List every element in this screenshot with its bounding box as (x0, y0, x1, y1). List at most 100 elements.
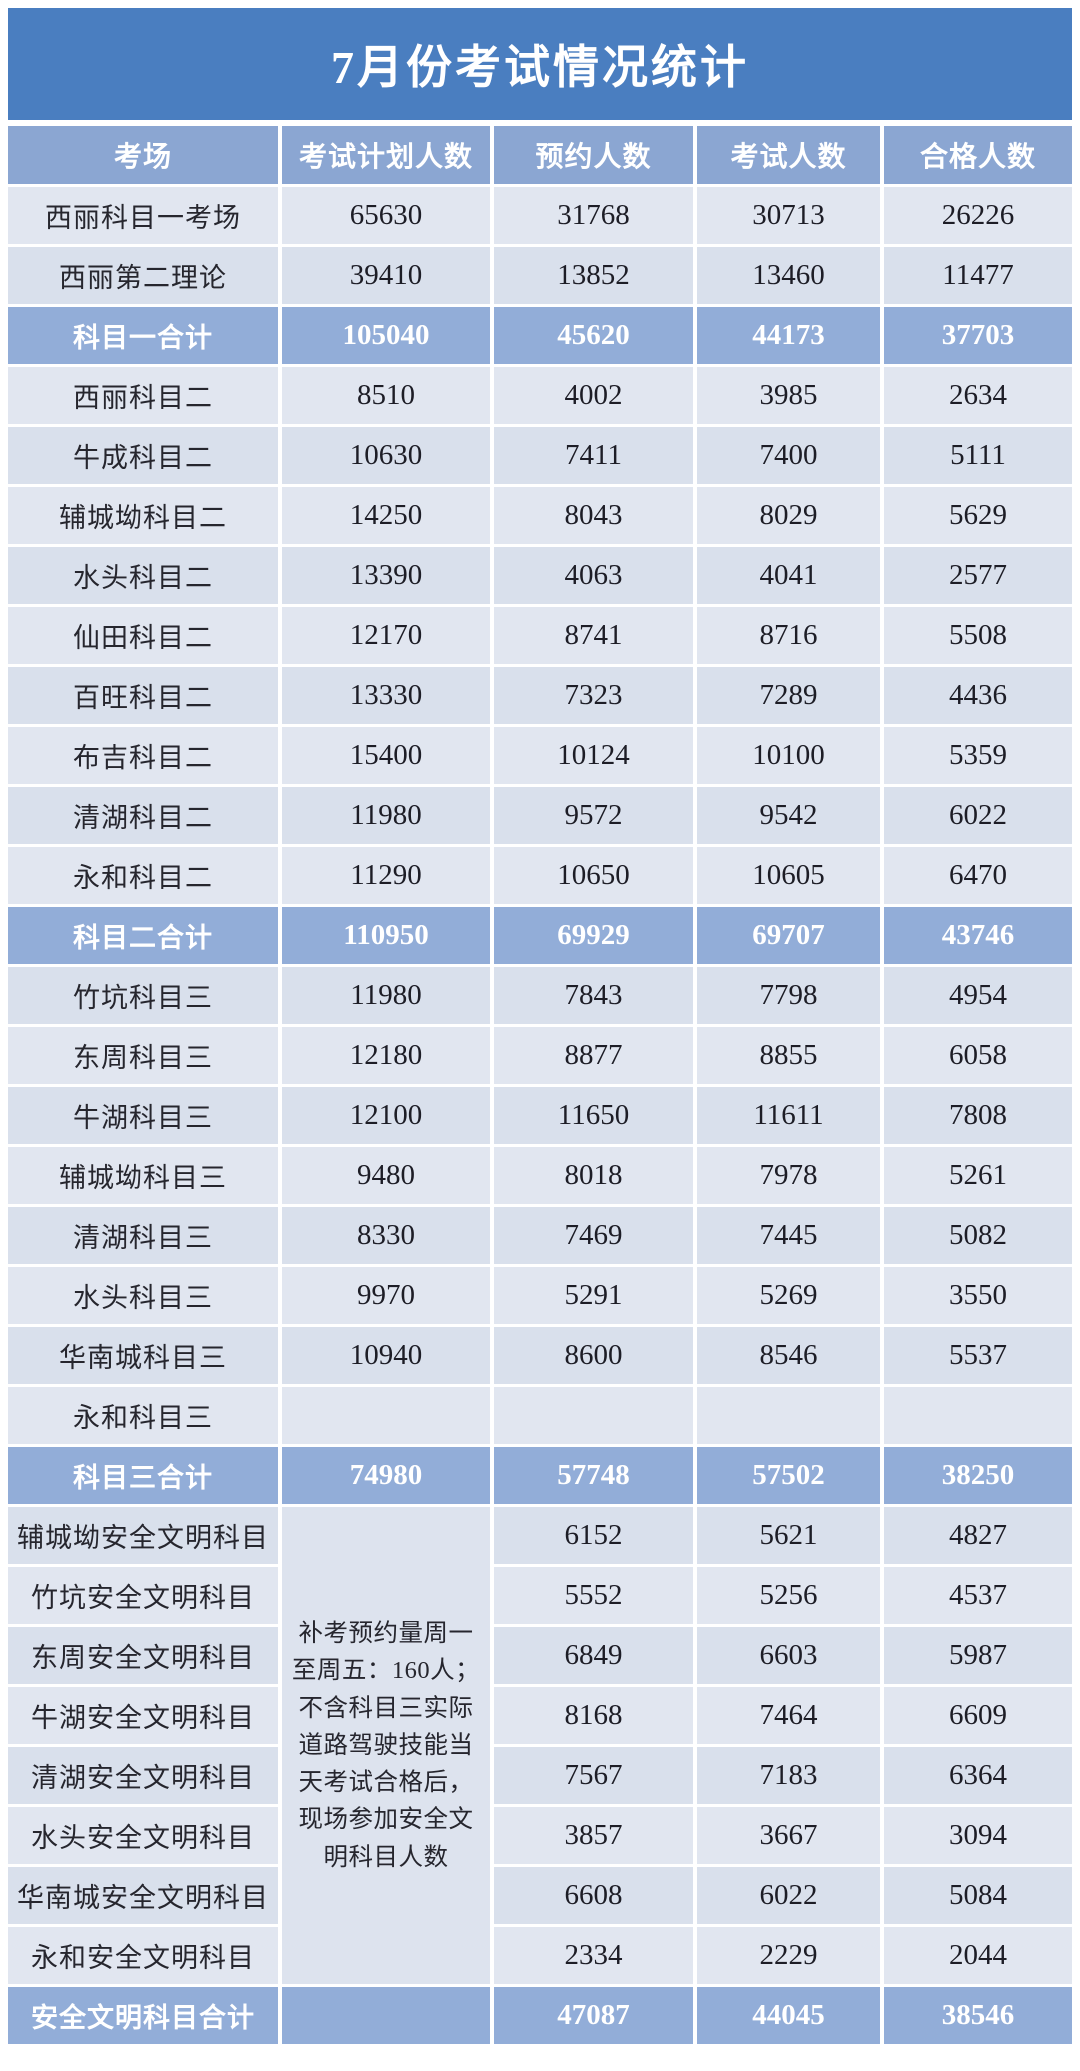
exam-cell: 69707 (697, 907, 880, 964)
appointment-cell: 2334 (494, 1927, 693, 1984)
site-cell: 水头安全文明科目 (8, 1807, 278, 1864)
plan-cell: 8330 (282, 1207, 490, 1264)
plan-cell: 74980 (282, 1447, 490, 1504)
site-cell: 水头科目三 (8, 1267, 278, 1324)
pass-cell: 26226 (884, 187, 1072, 244)
plan-cell: 110950 (282, 907, 490, 964)
pass-cell: 4436 (884, 667, 1072, 724)
site-cell: 西丽科目二 (8, 367, 278, 424)
pass-cell: 6022 (884, 787, 1072, 844)
appointment-cell: 8043 (494, 487, 693, 544)
exam-cell: 10605 (697, 847, 880, 904)
appointment-cell: 3857 (494, 1807, 693, 1864)
site-cell: 仙田科目二 (8, 607, 278, 664)
site-cell: 永和科目二 (8, 847, 278, 904)
plan-cell: 8510 (282, 367, 490, 424)
site-cell: 永和安全文明科目 (8, 1927, 278, 1984)
pass-cell: 6058 (884, 1027, 1072, 1084)
pass-cell: 2577 (884, 547, 1072, 604)
exam-cell: 6022 (697, 1867, 880, 1924)
pass-cell: 5111 (884, 427, 1072, 484)
pass-cell: 5629 (884, 487, 1072, 544)
plan-cell: 11980 (282, 967, 490, 1024)
exam-cell: 3667 (697, 1807, 880, 1864)
site-cell: 永和科目三 (8, 1387, 278, 1444)
appointment-cell: 11650 (494, 1087, 693, 1144)
plan-cell: 11980 (282, 787, 490, 844)
appointment-cell: 8168 (494, 1687, 693, 1744)
plan-cell: 10940 (282, 1327, 490, 1384)
exam-cell: 8029 (697, 487, 880, 544)
pass-cell: 5082 (884, 1207, 1072, 1264)
column-header: 合格人数 (884, 126, 1072, 184)
pass-cell: 5359 (884, 727, 1072, 784)
pass-cell: 5987 (884, 1627, 1072, 1684)
site-cell: 牛湖科目三 (8, 1087, 278, 1144)
appointment-cell: 4063 (494, 547, 693, 604)
pass-cell: 7808 (884, 1087, 1072, 1144)
site-cell: 科目三合计 (8, 1447, 278, 1504)
site-cell: 辅城坳科目三 (8, 1147, 278, 1204)
appointment-cell: 9572 (494, 787, 693, 844)
exam-cell: 5256 (697, 1567, 880, 1624)
appointment-cell: 7411 (494, 427, 693, 484)
exam-cell: 57502 (697, 1447, 880, 1504)
pass-cell: 5084 (884, 1867, 1072, 1924)
appointment-cell: 8741 (494, 607, 693, 664)
plan-cell: 13390 (282, 547, 490, 604)
plan-cell (282, 1387, 490, 1444)
appointment-cell: 31768 (494, 187, 693, 244)
column-header: 考场 (8, 126, 278, 184)
exam-cell: 3985 (697, 367, 880, 424)
pass-cell: 4827 (884, 1507, 1072, 1564)
exam-cell: 8716 (697, 607, 880, 664)
plan-cell: 15400 (282, 727, 490, 784)
exam-cell: 4041 (697, 547, 880, 604)
appointment-cell: 5291 (494, 1267, 693, 1324)
appointment-cell: 45620 (494, 307, 693, 364)
exam-cell: 2229 (697, 1927, 880, 1984)
appointment-cell: 10650 (494, 847, 693, 904)
appointment-cell: 10124 (494, 727, 693, 784)
column-header: 预约人数 (494, 126, 693, 184)
appointment-cell: 7843 (494, 967, 693, 1024)
appointment-cell: 7469 (494, 1207, 693, 1264)
site-cell: 辅城坳安全文明科目 (8, 1507, 278, 1564)
pass-cell: 37703 (884, 307, 1072, 364)
appointment-cell: 7567 (494, 1747, 693, 1804)
site-cell: 科目二合计 (8, 907, 278, 964)
site-cell: 牛湖安全文明科目 (8, 1687, 278, 1744)
pass-cell: 4537 (884, 1567, 1072, 1624)
appointment-cell: 69929 (494, 907, 693, 964)
plan-cell: 9970 (282, 1267, 490, 1324)
exam-cell: 6603 (697, 1627, 880, 1684)
pass-cell (884, 1387, 1072, 1444)
plan-cell: 10630 (282, 427, 490, 484)
exam-cell: 8546 (697, 1327, 880, 1384)
title-bar: 7月份考试情况统计 (8, 8, 1072, 120)
site-cell: 水头科目二 (8, 547, 278, 604)
appointment-cell: 8877 (494, 1027, 693, 1084)
plan-cell: 39410 (282, 247, 490, 304)
exam-cell: 7400 (697, 427, 880, 484)
plan-cell: 12180 (282, 1027, 490, 1084)
pass-cell: 3094 (884, 1807, 1072, 1864)
exam-cell: 7289 (697, 667, 880, 724)
site-cell: 竹坑安全文明科目 (8, 1567, 278, 1624)
exam-cell: 8855 (697, 1027, 880, 1084)
appointment-cell: 47087 (494, 1987, 693, 2044)
exam-cell: 11611 (697, 1087, 880, 1144)
pass-cell: 6470 (884, 847, 1072, 904)
appointment-cell: 6849 (494, 1627, 693, 1684)
pass-cell: 11477 (884, 247, 1072, 304)
pass-cell: 5261 (884, 1147, 1072, 1204)
pass-cell: 6364 (884, 1747, 1072, 1804)
site-cell: 清湖科目二 (8, 787, 278, 844)
pass-cell: 2044 (884, 1927, 1072, 1984)
site-cell: 西丽科目一考场 (8, 187, 278, 244)
page-title: 7月份考试情况统计 (331, 42, 749, 93)
site-cell: 辅城坳科目二 (8, 487, 278, 544)
pass-cell: 43746 (884, 907, 1072, 964)
site-cell: 清湖科目三 (8, 1207, 278, 1264)
